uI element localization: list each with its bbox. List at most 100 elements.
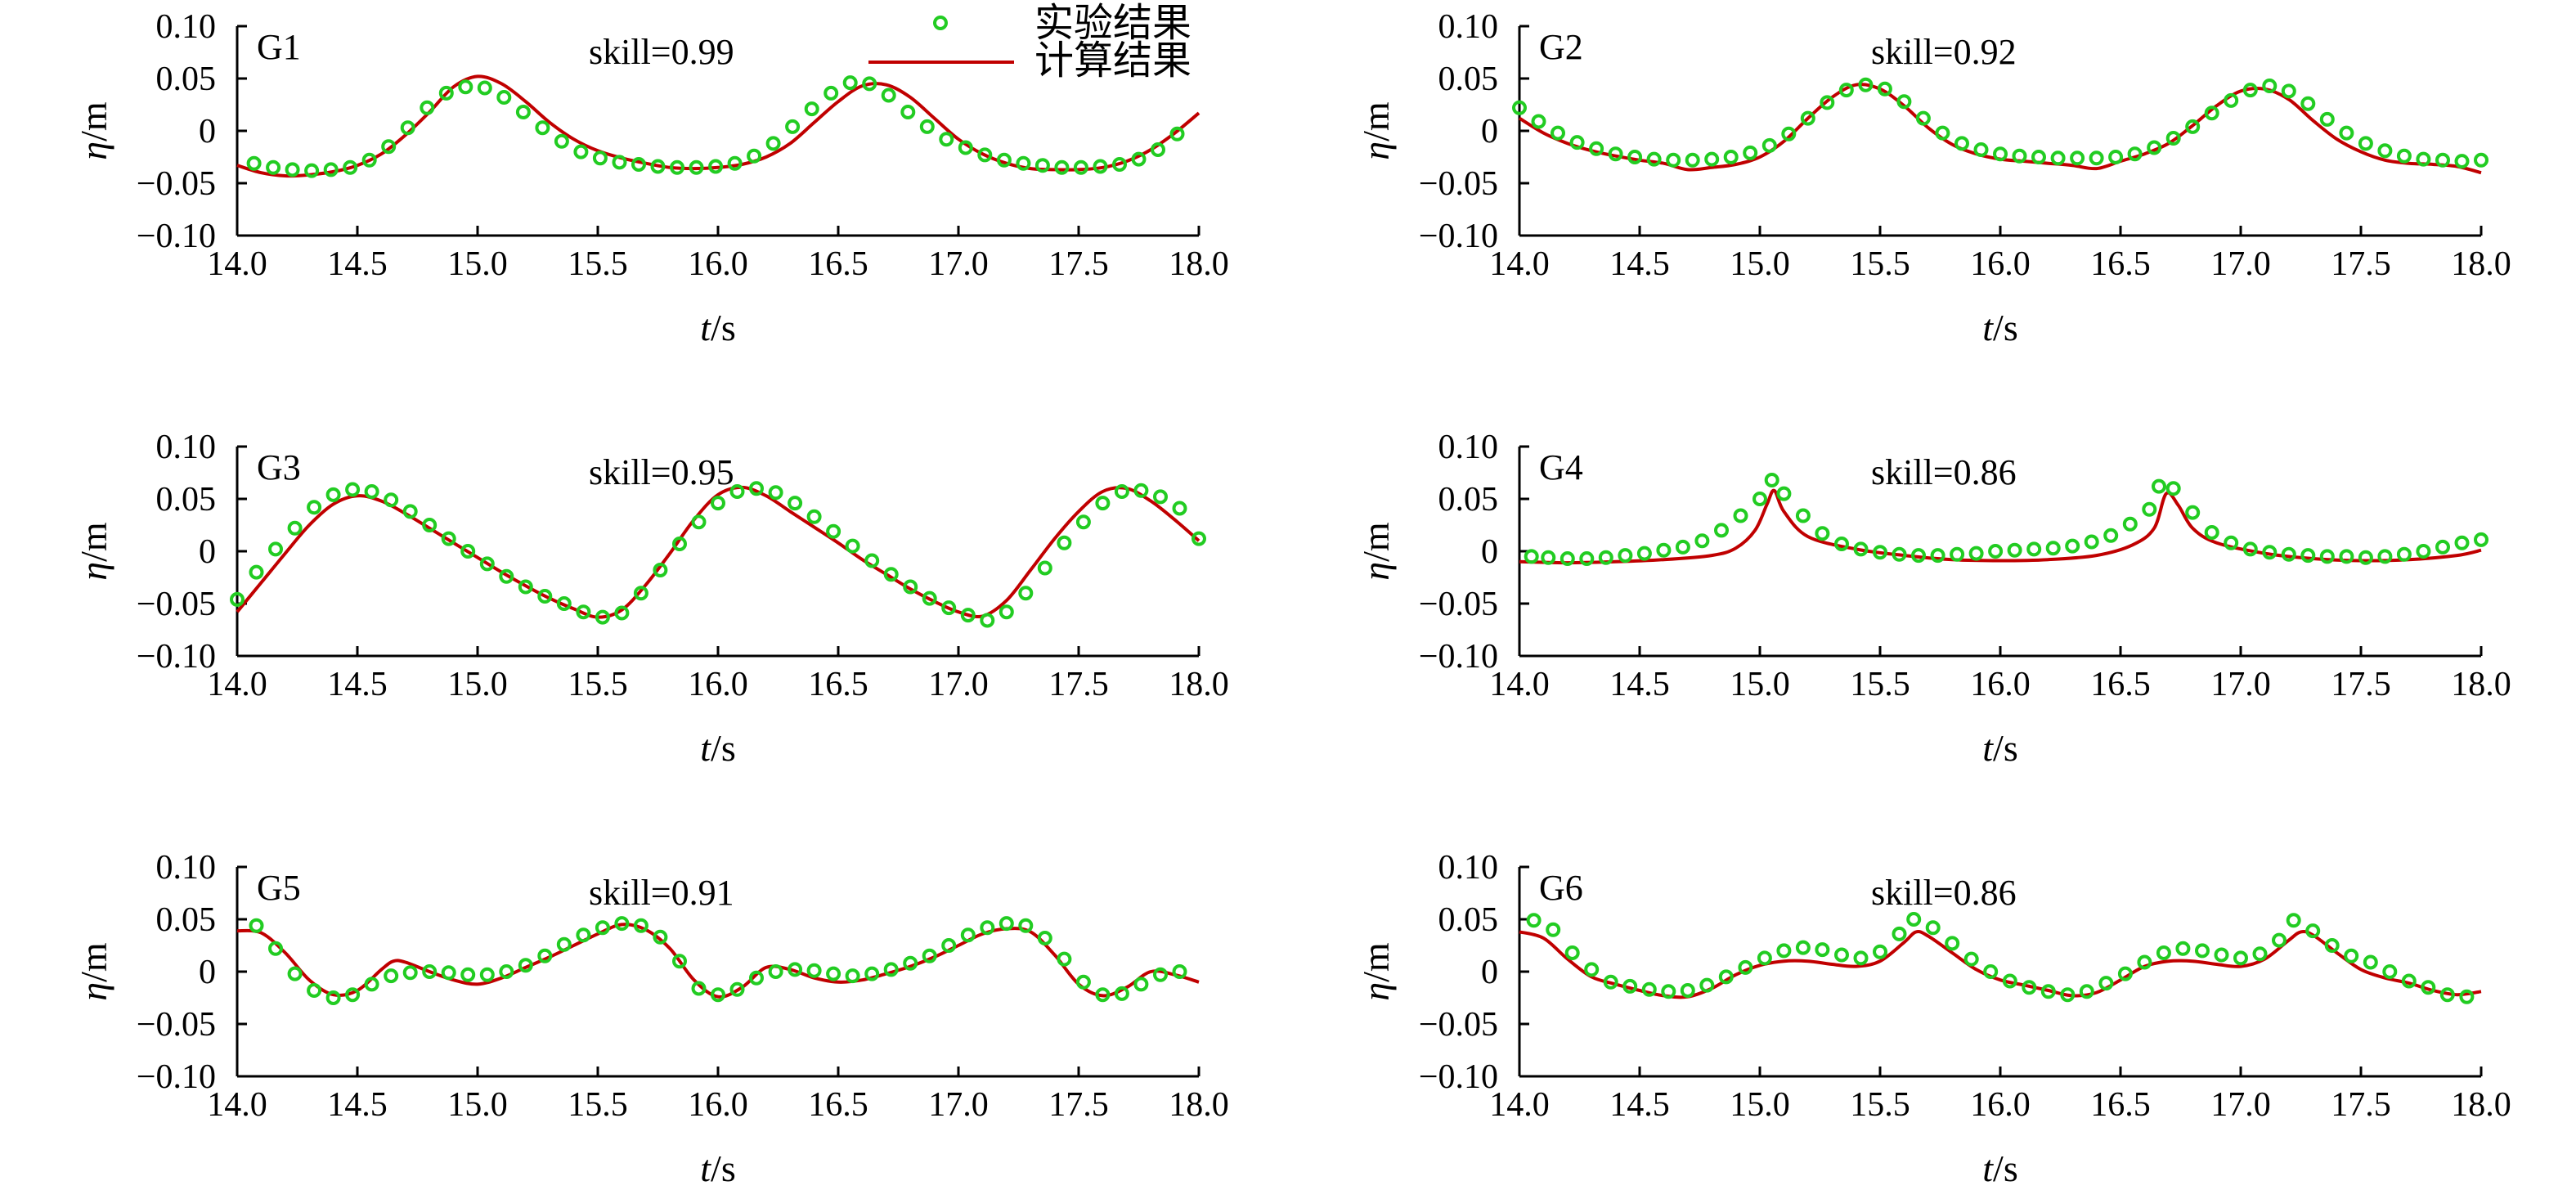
y-tick-label: −0.05 — [137, 586, 216, 623]
experimental-point — [1685, 152, 1700, 168]
experimental-point — [1781, 126, 1797, 141]
y-axis-label: η/m — [1355, 101, 1397, 160]
experimental-point — [1093, 159, 1108, 174]
experimental-point — [2214, 947, 2229, 963]
experimental-point — [689, 159, 704, 175]
experimental-point — [1800, 110, 1815, 126]
experimental-point — [1820, 95, 1835, 110]
experimental-point — [402, 504, 418, 519]
experimental-point — [672, 537, 687, 551]
experimental-point — [1095, 496, 1111, 511]
experimental-point — [343, 159, 358, 175]
experimental-point — [1018, 586, 1034, 601]
y-axis-label: η/m — [73, 522, 114, 581]
x-tick-label: 17.5 — [1048, 666, 1109, 703]
x-tick-label: 14.0 — [207, 666, 267, 703]
experimental-point — [1037, 931, 1052, 945]
experimental-point — [345, 987, 361, 1003]
y-axis-label: η/m — [1355, 942, 1397, 1001]
experimental-point — [1153, 967, 1168, 982]
experimental-point — [729, 981, 745, 997]
experimental-point — [2022, 980, 2037, 995]
experimental-point — [650, 159, 666, 174]
x-tick-label: 18.0 — [1169, 1086, 1229, 1124]
experimental-point — [824, 85, 839, 101]
experimental-point — [631, 157, 646, 172]
panel-g2: 14.0 14.5 15.0 15.5 16.0 16.5 17.0 17.5 18.0 0.10… — [1355, 8, 2511, 348]
x-tick-label: 16.0 — [688, 245, 748, 283]
experimental-point — [285, 162, 300, 177]
experimental-point — [458, 79, 473, 95]
experimental-point — [287, 966, 303, 981]
x-tick-label: 17.0 — [2210, 245, 2271, 283]
experimental-point — [1935, 125, 1950, 141]
experimental-point — [2344, 948, 2359, 963]
x-axis-label: t/s — [700, 727, 735, 769]
experimental-point — [1930, 548, 1945, 564]
experimental-point — [460, 544, 476, 559]
experimental-point — [1569, 135, 1585, 150]
experimental-point — [2454, 154, 2470, 169]
x-tick-label: 15.0 — [447, 1086, 508, 1124]
experimental-point — [785, 119, 801, 134]
experimental-point — [479, 556, 495, 572]
experimental-point — [1579, 551, 1595, 566]
experimental-point — [477, 80, 492, 96]
y-tick-label: 0.10 — [156, 429, 217, 466]
experimental-point — [287, 520, 303, 536]
experimental-point — [1963, 951, 1979, 967]
experimental-point — [2060, 987, 2076, 1003]
experimental-point — [2175, 941, 2191, 956]
x-tick-label: 17.0 — [928, 245, 989, 283]
experimental-point — [556, 596, 572, 611]
x-tick-label: 14.5 — [327, 666, 388, 703]
x-tick-label: 16.0 — [1970, 1086, 2031, 1124]
experimental-point — [422, 518, 438, 532]
y-tick-label: −0.10 — [1419, 638, 1498, 676]
x-tick-label: 16.0 — [1970, 666, 2031, 703]
experimental-point — [727, 155, 743, 171]
experimental-point — [1512, 100, 1527, 115]
experimental-point — [2195, 943, 2210, 959]
experimental-point — [2050, 150, 2066, 166]
x-tick-label: 16.0 — [1970, 245, 2031, 283]
experimental-point — [1983, 964, 1999, 979]
y-tick-label: −0.05 — [137, 165, 216, 203]
x-tick-label: 17.5 — [1048, 245, 1109, 283]
experimental-point — [1524, 549, 1539, 564]
experimental-point — [768, 964, 783, 979]
experimental-point — [691, 514, 707, 530]
x-tick-label: 15.5 — [1850, 245, 1910, 283]
experimental-point — [1896, 94, 1912, 110]
experimental-point — [826, 966, 841, 981]
x-tick-label: 17.5 — [1048, 1086, 1109, 1124]
experimental-point — [384, 968, 399, 984]
experimental-point — [1911, 548, 1926, 564]
x-axis-label: t/s — [700, 307, 735, 348]
experimental-point — [804, 101, 819, 117]
experimental-point — [1743, 145, 1758, 160]
experimental-point — [1073, 159, 1088, 175]
x-tick-label: 14.0 — [1489, 666, 1550, 703]
experimental-point — [1666, 152, 1681, 168]
experimental-point — [2281, 546, 2296, 562]
experimental-point — [1112, 157, 1127, 172]
experimental-point — [441, 965, 456, 981]
experimental-point — [2281, 83, 2296, 99]
experimental-point — [554, 133, 569, 149]
experimental-point — [2079, 984, 2094, 999]
x-tick-label: 17.0 — [928, 1086, 989, 1124]
experimental-point — [518, 579, 533, 595]
x-tick-label: 18.0 — [1169, 245, 1229, 283]
experimental-point — [711, 496, 725, 511]
computed-series-line — [236, 923, 1200, 999]
x-tick-label: 14.0 — [1489, 245, 1550, 283]
experimental-point — [919, 119, 935, 134]
experimental-point — [903, 955, 918, 971]
experimental-point — [2262, 79, 2278, 93]
experimental-point — [2224, 92, 2239, 108]
y-tick-label: 0.10 — [1438, 849, 1499, 887]
experimental-point — [2252, 946, 2268, 962]
experimental-point — [345, 482, 361, 497]
experimental-point — [2377, 549, 2393, 564]
